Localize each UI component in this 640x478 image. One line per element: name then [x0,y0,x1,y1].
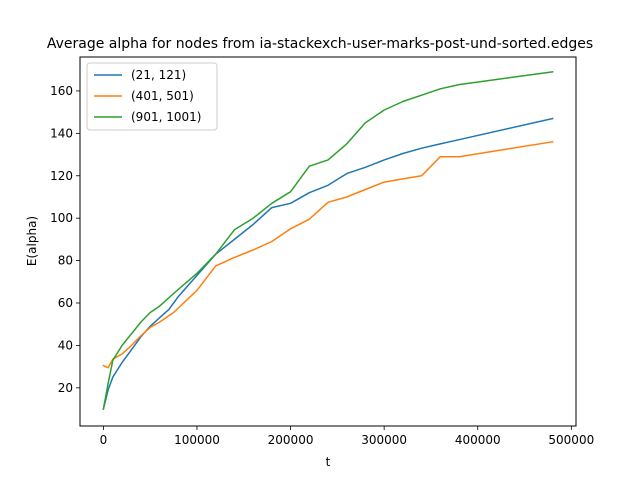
legend-label-3: (901, 1001) [131,110,201,124]
series-line-2 [102,140,554,369]
legend: (21, 121) (401, 501) (901, 1001) [86,62,218,131]
x-tick-label: 400000 [455,433,501,447]
y-axis-label: E(alpha) [25,216,39,266]
x-tick-label: 0 [100,433,108,447]
legend-label-2: (401, 501) [131,89,194,103]
y-tick-label: 60 [58,296,73,310]
x-tick-label: 500000 [548,433,594,447]
legend-label-1: (21, 121) [131,68,186,82]
x-tick-label: 100000 [174,433,220,447]
legend-box [86,62,218,131]
y-tick-label: 120 [50,169,73,183]
chart-title: Average alpha for nodes from ia-stackexc… [47,36,593,52]
y-tick-label: 20 [58,381,73,395]
y-tick-label: 160 [50,84,73,98]
x-axis-label: t [326,455,331,469]
y-axis-ticks: 20 40 60 80 100 120 140 160 [50,84,80,395]
y-tick-label: 80 [58,254,73,268]
x-tick-label: 300000 [361,433,407,447]
series-line-3 [102,70,554,410]
series-lines [102,70,554,410]
y-tick-label: 40 [58,338,73,352]
axes-frame [79,56,577,427]
x-tick-label: 200000 [268,433,314,447]
y-tick-label: 100 [50,211,73,225]
x-axis-ticks: 0 100000 200000 300000 400000 500000 [100,426,594,447]
series-line-1 [102,117,554,410]
y-tick-label: 140 [50,126,73,140]
